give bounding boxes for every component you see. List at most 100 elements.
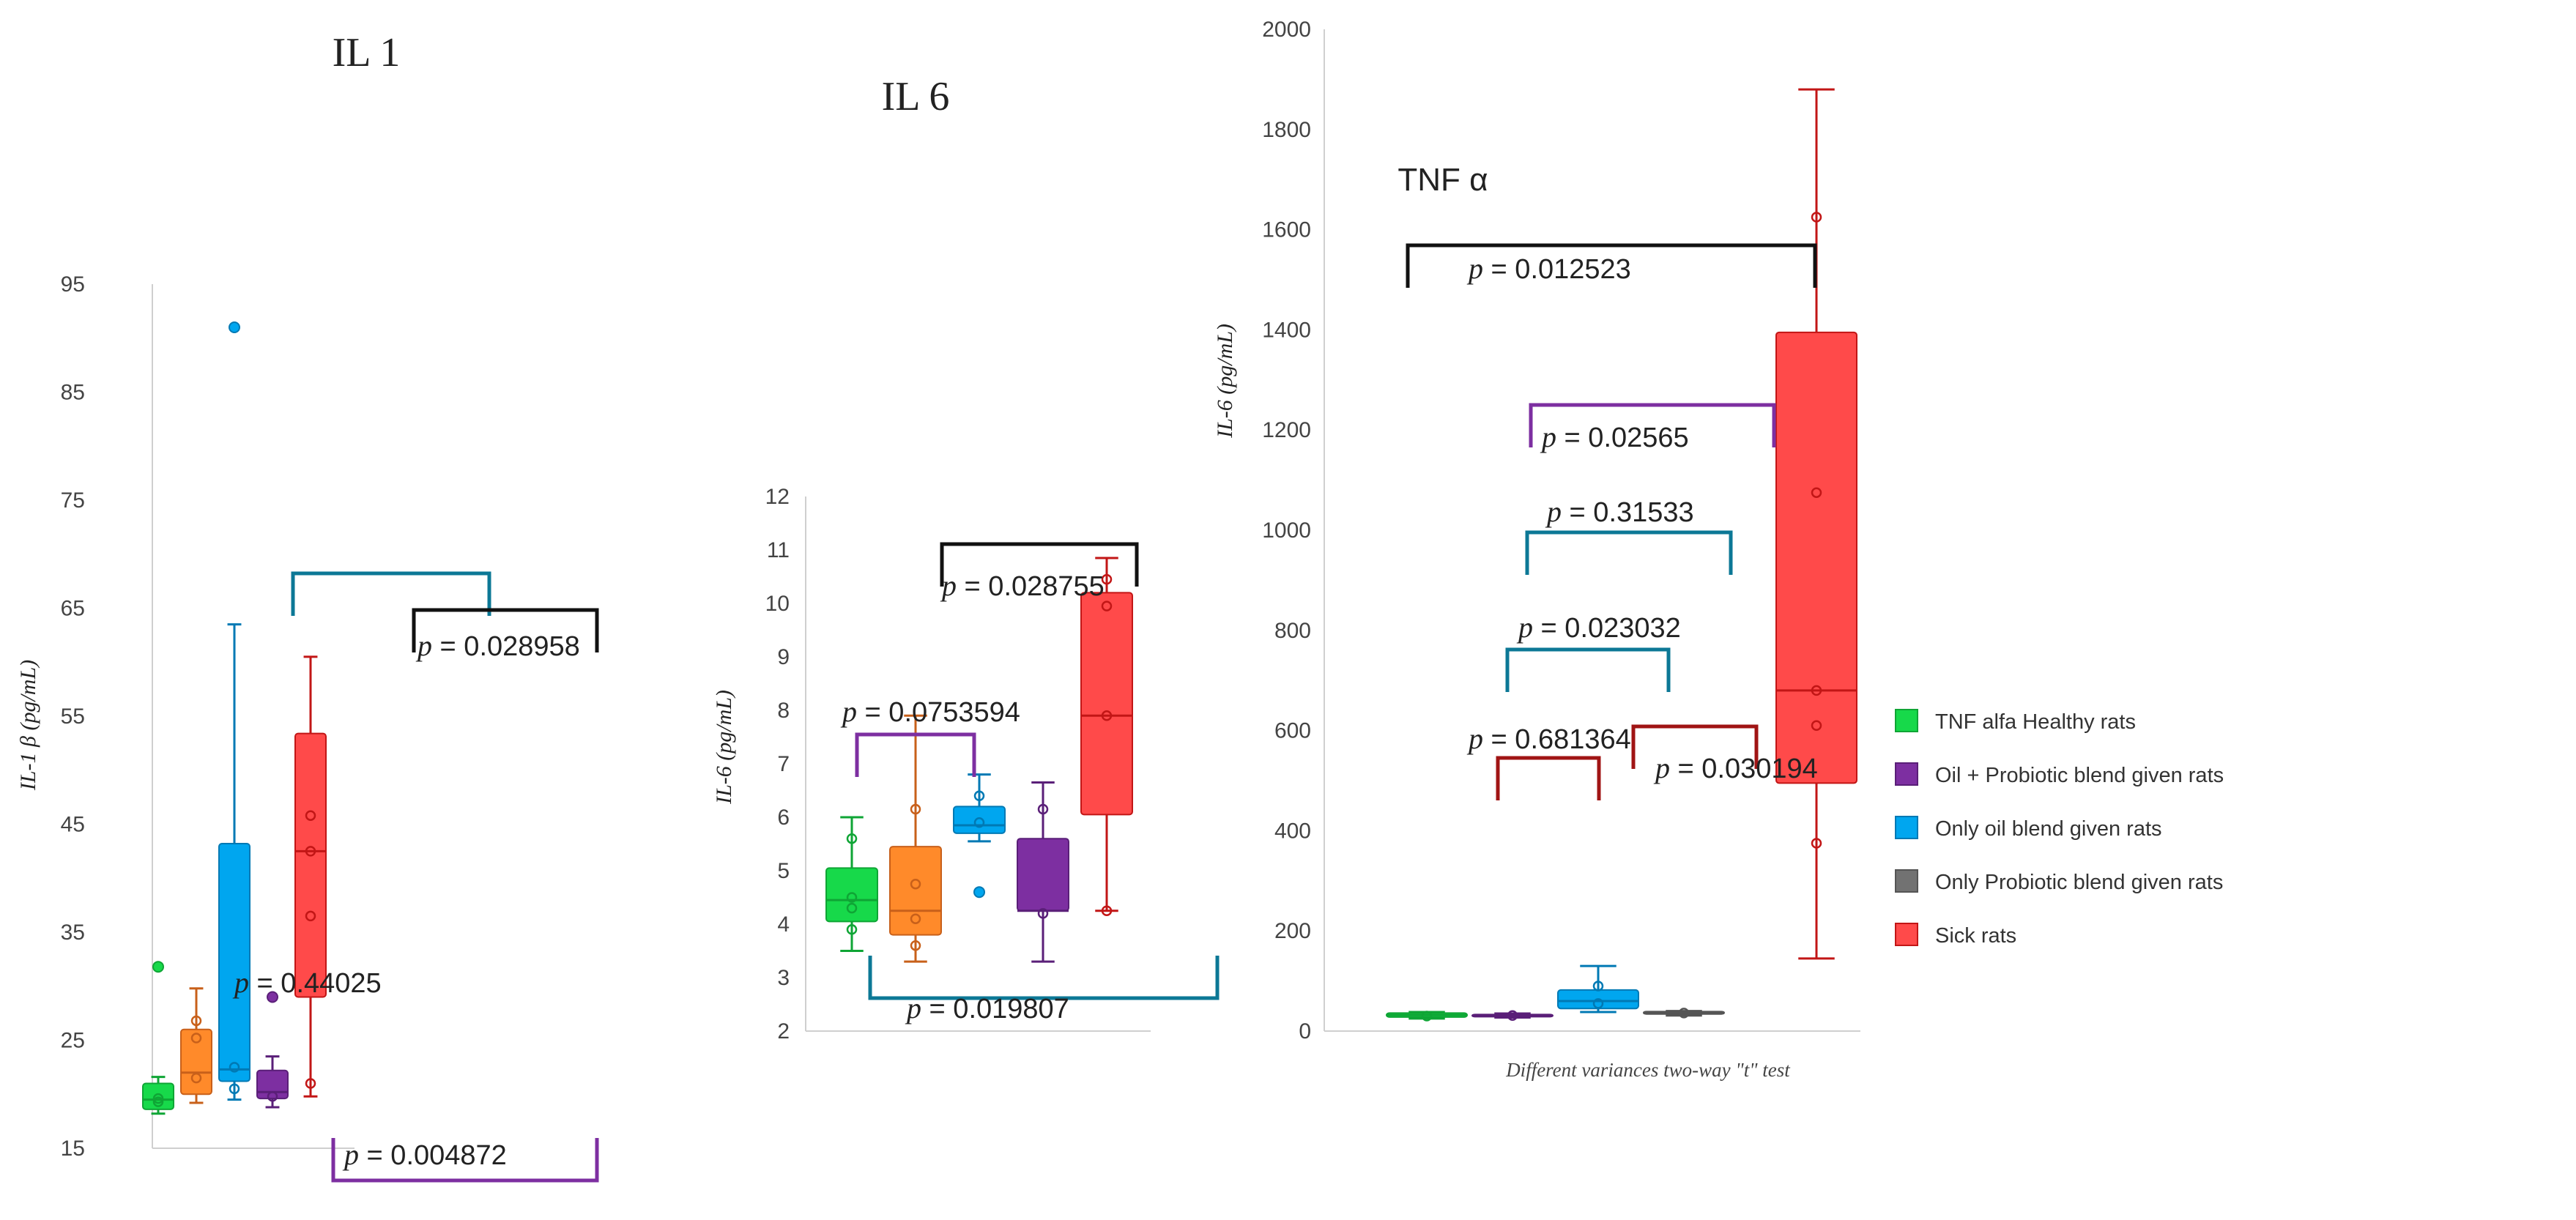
box-body (294, 732, 327, 998)
significance-bracket-6: p = 0.030194 (1631, 724, 1818, 784)
p-value: = 0.02565 (1556, 423, 1689, 453)
panel-1: 15 25 35 45 55 65 75 85 95 IL 1 IL-1 β (pg/mL) p = … (16, 30, 599, 1183)
box-3 (218, 321, 250, 1101)
y-tick-label: 45 (61, 813, 85, 837)
data-point (1811, 685, 1822, 696)
data-point (846, 833, 858, 844)
data-point (1811, 720, 1822, 732)
box-4 (256, 991, 289, 1109)
p-value-label: p = 0.028755 (940, 569, 1105, 602)
data-point (910, 803, 921, 815)
y-tick-label: 25 (61, 1029, 85, 1053)
box-body (1080, 592, 1133, 816)
box-3 (953, 773, 1006, 899)
p-value-label: p = 0.681364 (1466, 722, 1631, 755)
y-tick-label: 5 (777, 859, 790, 883)
p-value-label: p = 0.31533 (1545, 495, 1694, 528)
y-tick-label: 1600 (1262, 218, 1311, 242)
data-point (1421, 1011, 1433, 1022)
p-value: = 0.004872 (359, 1140, 507, 1171)
p-value: = 0.019807 (921, 994, 1069, 1024)
box-body (180, 1028, 212, 1096)
p-symbol: p (1466, 252, 1483, 285)
y-tick-label: 12 (765, 485, 790, 509)
y-tick-label: 85 (61, 381, 85, 405)
y-tick-label: 3 (777, 966, 790, 990)
y-axis-label: IL-6 (pg/mL) (712, 690, 736, 805)
chart-title: TNF α (1398, 162, 1488, 198)
data-point (267, 1090, 278, 1102)
y-tick-label: 800 (1274, 619, 1311, 643)
y-tick-label: 7 (777, 752, 790, 776)
box-body (889, 846, 942, 936)
box-3 (1557, 964, 1639, 1013)
data-point (910, 879, 921, 890)
legend-label: TNF alfa Healthy rats (1935, 710, 2136, 734)
bracket-line (1529, 403, 1776, 447)
p-symbol: p (1653, 751, 1670, 784)
data-point (1101, 600, 1113, 611)
y-tick-label: 1000 (1262, 518, 1311, 543)
p-value: = 0.681364 (1483, 724, 1631, 755)
outlier-point (973, 886, 985, 899)
data-point (190, 1072, 202, 1084)
significance-bracket-3: p = 0.31533 (1525, 495, 1733, 575)
bracket-line (868, 956, 1220, 1000)
legend-label: Sick rats (1935, 924, 2016, 948)
outlier-point (152, 961, 164, 973)
y-tick-label: 0 (1299, 1019, 1311, 1044)
p-symbol: p (1466, 722, 1483, 755)
p-symbol: p (940, 569, 957, 602)
p-value-label: p = 0.004872 (342, 1138, 507, 1171)
data-point (1507, 1010, 1518, 1022)
data-point (846, 902, 858, 914)
p-value-label: p = 0.012523 (1466, 252, 1631, 285)
data-point (1037, 803, 1049, 815)
chart-title: IL 6 (882, 74, 950, 119)
data-point (1811, 838, 1822, 849)
legend-label: Only Probiotic blend given rats (1935, 871, 2223, 894)
significance-bracket-2: p = 0.02565 (1529, 403, 1776, 453)
data-point (846, 892, 858, 903)
outlier-point (229, 321, 240, 333)
significance-bracket-2: p = 0.028958 (412, 608, 599, 662)
bracket-line (855, 732, 976, 777)
bracket-line (1406, 243, 1817, 288)
box-5 (1775, 88, 1857, 960)
y-tick-label: 2 (777, 1019, 790, 1044)
data-point (229, 1083, 240, 1095)
data-point (1811, 487, 1822, 498)
significance-bracket-3: p = 0.019807 (868, 956, 1220, 1024)
legend-swatch (1895, 762, 1918, 786)
panel-3: 0 200 400 600 800 1000 1200 1400 1600 1800 2000 TNF… (1213, 18, 1860, 1081)
box-body (1017, 838, 1069, 912)
data-point (973, 790, 985, 802)
data-point (973, 817, 985, 828)
y-tick-label: 1800 (1262, 118, 1311, 142)
p-value-label: p = 0.019807 (905, 992, 1069, 1024)
y-tick-label: 1200 (1262, 418, 1311, 442)
y-tick-label: 1400 (1262, 318, 1311, 342)
data-point (846, 924, 858, 935)
box-5 (294, 655, 327, 1098)
box-body (1775, 331, 1857, 784)
significance-bracket-1: p = 0.44025 (232, 571, 491, 999)
p-symbol: p (1545, 495, 1562, 528)
data-point (305, 810, 316, 821)
p-value: = 0.030194 (1670, 754, 1818, 784)
outlier-point (267, 991, 278, 1003)
legend-label: Only oil blend given rats (1935, 817, 2162, 841)
significance-bracket-5: p = 0.681364 (1466, 722, 1631, 800)
p-value: = 0.44025 (249, 968, 382, 999)
bracket-line (1496, 756, 1601, 800)
p-symbol: p (1516, 611, 1533, 644)
p-value: = 0.023032 (1533, 613, 1681, 644)
data-point (305, 910, 316, 922)
y-tick-label: 10 (765, 592, 790, 616)
y-tick-label: 15 (61, 1137, 85, 1161)
y-tick-label: 2000 (1262, 18, 1311, 42)
legend: TNF alfa Healthy rats Oil + Probiotic ble… (1895, 709, 2224, 948)
p-value-label: p = 0.0753594 (840, 695, 1020, 728)
bracket-line (331, 1138, 599, 1183)
